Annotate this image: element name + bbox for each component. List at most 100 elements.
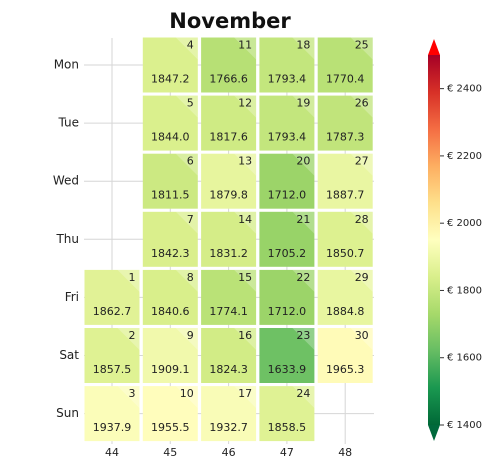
value-label: 1793.4 <box>268 131 307 144</box>
day-label: 12 <box>238 97 252 110</box>
value-label: 1937.9 <box>93 421 132 434</box>
cell <box>259 269 315 325</box>
day-label: 28 <box>355 213 369 226</box>
cell-corner <box>292 95 315 118</box>
y-tick-label: Sun <box>56 406 79 420</box>
cell-corner <box>117 328 140 350</box>
colorbar-extend-bottom <box>428 425 440 441</box>
day-label: 4 <box>187 39 194 52</box>
value-label: 1857.5 <box>93 363 132 376</box>
cell <box>142 37 198 93</box>
day-label: 11 <box>238 39 252 52</box>
day-label: 10 <box>180 387 194 400</box>
day-label: 21 <box>296 213 310 226</box>
cell-corner <box>292 328 315 350</box>
value-label: 1965.3 <box>326 363 365 376</box>
cell-corner <box>175 37 198 60</box>
cell-corner <box>175 211 198 234</box>
cell-corner <box>234 386 257 409</box>
cell <box>201 328 257 383</box>
cell <box>317 269 373 325</box>
cell <box>201 37 257 93</box>
cell-corner <box>350 269 373 292</box>
cell-corner <box>175 386 198 409</box>
value-label: 1844.0 <box>151 131 190 144</box>
cell-corner <box>234 269 257 292</box>
value-label: 1712.0 <box>268 189 307 202</box>
colorbar-tick-label: € 1600 <box>447 353 482 364</box>
value-label: 1811.5 <box>151 189 190 202</box>
value-label: 1840.6 <box>151 305 190 318</box>
value-label: 1817.6 <box>209 131 248 144</box>
cell <box>142 153 198 209</box>
value-label: 1850.7 <box>326 247 365 260</box>
cell-corner <box>117 269 140 292</box>
day-label: 29 <box>355 271 369 284</box>
cell <box>142 269 198 325</box>
day-label: 25 <box>355 39 369 52</box>
value-label: 1879.8 <box>209 189 248 202</box>
y-tick-label: Sat <box>59 348 79 362</box>
cell <box>142 328 198 383</box>
cell-corner <box>292 269 315 292</box>
day-label: 13 <box>238 155 252 168</box>
cell-corner <box>175 328 198 350</box>
value-label: 1770.4 <box>326 73 365 86</box>
value-label: 1633.9 <box>268 363 307 376</box>
value-label: 1793.4 <box>268 73 307 86</box>
value-label: 1842.3 <box>151 247 190 260</box>
cell <box>201 153 257 209</box>
day-label: 19 <box>296 97 310 110</box>
cell-corner <box>292 211 315 234</box>
cell-corner <box>350 328 373 350</box>
day-label: 7 <box>187 213 194 226</box>
value-label: 1858.5 <box>268 421 307 434</box>
cell <box>201 269 257 325</box>
cell-corner <box>175 153 198 176</box>
x-tick-label: 46 <box>222 446 236 459</box>
day-label: 9 <box>187 329 194 342</box>
cell <box>201 95 257 151</box>
value-label: 1887.7 <box>326 189 365 202</box>
value-label: 1847.2 <box>151 73 190 86</box>
cell-corner <box>350 153 373 176</box>
cell <box>317 211 373 267</box>
colorbar <box>428 55 440 425</box>
cell-corner <box>234 328 257 350</box>
cell <box>259 153 315 209</box>
cell <box>84 269 140 325</box>
value-label: 1884.8 <box>326 305 365 318</box>
cell-corner <box>117 386 140 409</box>
cell-corner <box>350 37 373 60</box>
cell-corner <box>234 95 257 118</box>
cell <box>317 153 373 209</box>
cell-corner <box>292 153 315 176</box>
cell-corner <box>350 211 373 234</box>
chart-title: November <box>169 9 291 33</box>
day-label: 5 <box>187 97 194 110</box>
cell-corner <box>292 386 315 409</box>
cell <box>259 328 315 383</box>
cell <box>142 386 198 442</box>
cell-corner <box>175 95 198 118</box>
cell-corner <box>234 153 257 176</box>
cell <box>317 37 373 93</box>
colorbar-tick-label: € 2000 <box>447 218 482 229</box>
colorbar-tick-label: € 1800 <box>447 285 482 296</box>
day-label: 30 <box>355 329 369 342</box>
day-label: 17 <box>238 387 252 400</box>
value-label: 1862.7 <box>93 305 132 318</box>
value-label: 1909.1 <box>151 363 190 376</box>
value-label: 1705.2 <box>268 247 307 260</box>
x-tick-label: 47 <box>280 446 294 459</box>
day-label: 27 <box>355 155 369 168</box>
day-label: 20 <box>296 155 310 168</box>
cell-corner <box>175 269 198 292</box>
x-tick-label: 44 <box>105 446 119 459</box>
x-tick-label: 48 <box>338 446 352 459</box>
value-label: 1955.5 <box>151 421 190 434</box>
cell <box>259 386 315 442</box>
day-label: 3 <box>129 387 136 400</box>
day-label: 18 <box>296 39 310 52</box>
cell <box>259 95 315 151</box>
